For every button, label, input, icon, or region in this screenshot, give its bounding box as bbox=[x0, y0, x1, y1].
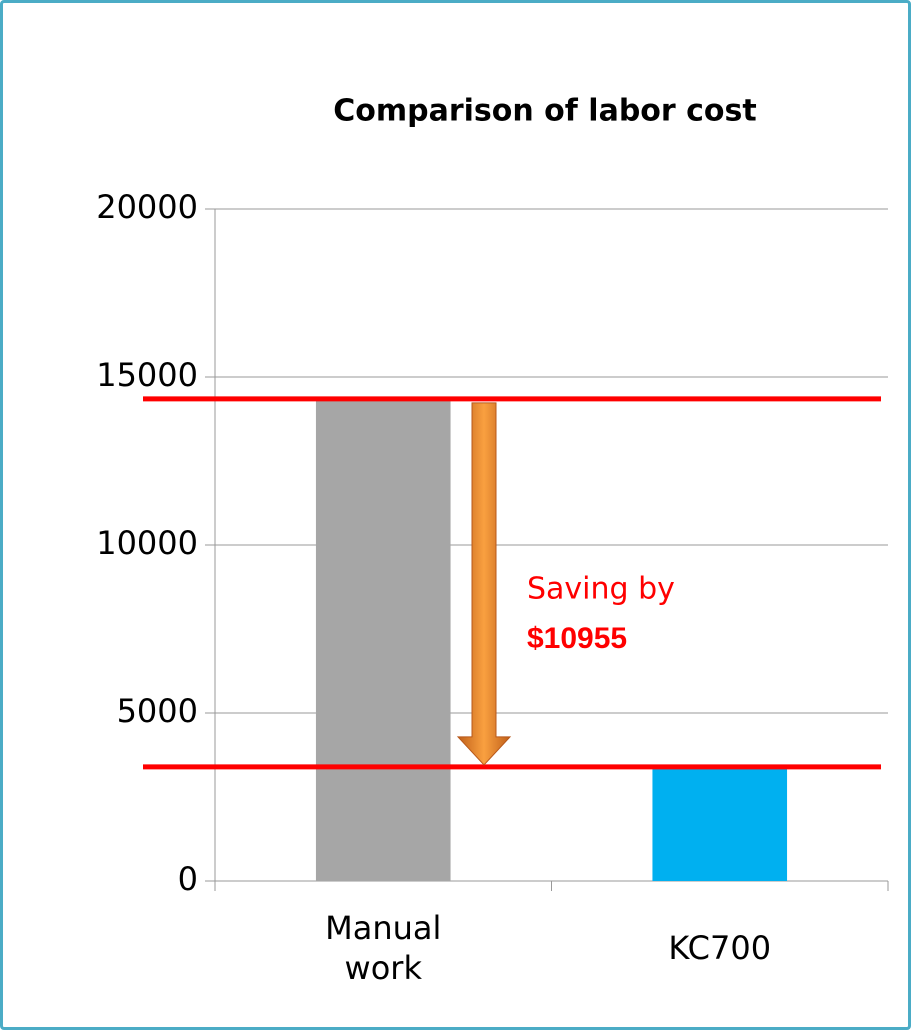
y-tick-label: 5000 bbox=[117, 692, 198, 730]
y-tick-label: 15000 bbox=[96, 356, 198, 394]
bar bbox=[315, 398, 451, 881]
x-tick-label: KC700 bbox=[668, 929, 772, 967]
saving-arrow bbox=[456, 402, 512, 766]
y-tick-label: 0 bbox=[178, 860, 198, 898]
bar bbox=[652, 766, 788, 881]
chart-title: Comparison of labor cost bbox=[333, 94, 757, 129]
annotation: Saving by bbox=[527, 572, 675, 607]
y-tick-label: 10000 bbox=[96, 524, 198, 562]
y-tick-label: 20000 bbox=[96, 188, 198, 226]
annotation: $10955 bbox=[527, 622, 627, 655]
x-tick-label: Manual work bbox=[325, 909, 442, 987]
